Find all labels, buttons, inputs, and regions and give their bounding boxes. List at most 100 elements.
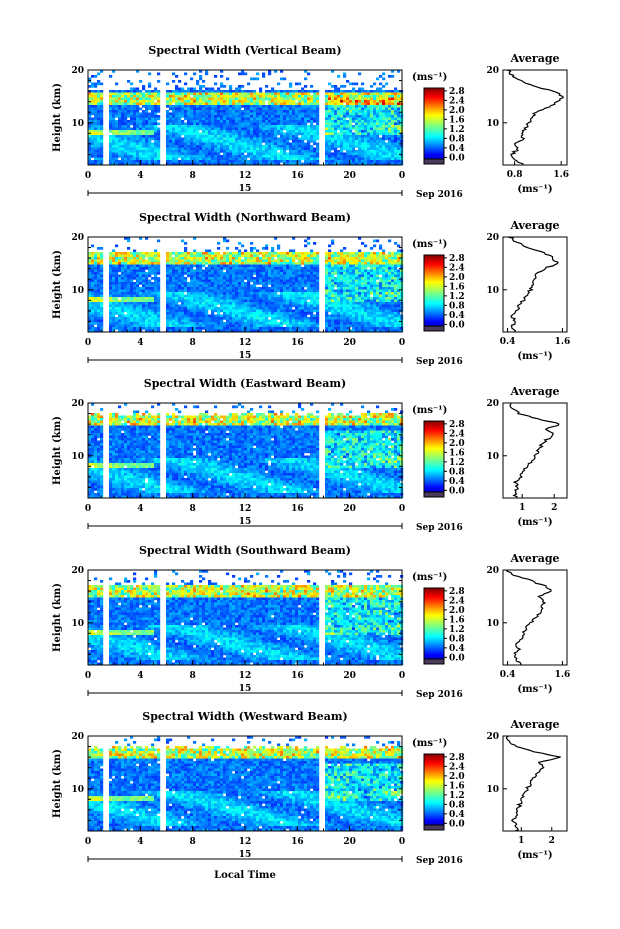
heatmap-cell [121, 259, 125, 263]
heatmap-cell [379, 105, 383, 108]
heatmap-cell [157, 137, 161, 141]
heatmap-cell [205, 157, 209, 161]
heatmap-cell [229, 262, 233, 265]
heatmap-cell [262, 324, 266, 328]
heatmap-cell [133, 329, 137, 333]
heatmap-cell [343, 72, 347, 76]
heatmap-cell [100, 150, 104, 153]
heatmap-cell [325, 157, 329, 161]
heatmap-cell [88, 102, 92, 106]
heatmap-cell [154, 262, 158, 265]
heatmap-cell [367, 137, 371, 141]
heatmap-cell [250, 314, 254, 318]
heatmap-cell [262, 150, 266, 153]
heatmap-cell [259, 115, 263, 118]
heatmap-cell [130, 160, 134, 163]
heatmap-cell [217, 132, 221, 136]
heatmap-cell [289, 150, 293, 153]
heatmap-cell [304, 142, 308, 146]
heatmap-cell [343, 112, 347, 116]
heatmap-cell [385, 147, 389, 151]
heatmap-cell [304, 147, 308, 151]
heatmap-cell [244, 257, 248, 260]
heatmap-cell [136, 95, 140, 98]
heatmap-cell [313, 110, 317, 113]
heatmap-cell [124, 107, 128, 111]
heatmap-cell [142, 262, 146, 265]
heatmap-cell [379, 92, 383, 96]
heatmap-cell [310, 147, 314, 151]
heatmap-cell [190, 267, 194, 270]
heatmap-cell [133, 140, 137, 143]
heatmap-cell [268, 267, 272, 270]
heatmap-cell [205, 90, 209, 93]
heatmap-cell [214, 135, 218, 138]
heatmap-cell [334, 142, 338, 146]
heatmap-cell [154, 115, 158, 118]
heatmap-cell [88, 115, 92, 118]
heatmap-cell [184, 287, 188, 290]
heatmap-cell [148, 287, 152, 290]
heatmap-cell [196, 329, 200, 333]
heatmap-cell [385, 157, 389, 161]
heatmap-cell [268, 160, 272, 163]
heatmap-cell [157, 132, 161, 136]
heatmap-cell [394, 130, 398, 133]
heatmap-cell [244, 132, 248, 136]
heatmap-cell [100, 112, 104, 116]
heatmap-cell [238, 254, 242, 258]
heatmap-cell [229, 327, 233, 330]
heatmap-cell [142, 162, 146, 166]
heatmap-cell [124, 327, 128, 330]
heatmap-cell [142, 140, 146, 143]
heatmap-cell [205, 327, 209, 330]
heatmap-cell [133, 150, 137, 153]
heatmap-cell [334, 160, 338, 163]
heatmap-cell [166, 302, 170, 305]
heatmap-cell [133, 269, 137, 273]
heatmap-cell [133, 319, 137, 323]
heatmap-cell [367, 112, 371, 116]
heatmap-cell [151, 262, 155, 265]
heatmap-cell [109, 319, 113, 323]
heatmap-cell [304, 107, 308, 111]
heatmap-cell [229, 287, 233, 290]
heatmap-cell [187, 150, 191, 153]
heatmap-cell [238, 145, 242, 148]
heatmap-cell [199, 95, 203, 98]
heatmap-cell [256, 294, 260, 298]
heatmap-cell [175, 279, 179, 283]
heatmap-cell [313, 97, 317, 101]
heatmap-cell [109, 264, 113, 268]
heatmap-cell [358, 145, 362, 148]
heatmap-cell [214, 155, 218, 158]
heatmap-cell [361, 97, 365, 101]
heatmap-cell [262, 107, 266, 111]
heatmap-cell [175, 269, 179, 273]
heatmap-cell [91, 97, 95, 101]
heatmap-cell [262, 122, 266, 126]
heatmap-cell [385, 95, 389, 98]
heatmap-cell [268, 127, 272, 131]
heatmap-cell [133, 249, 137, 253]
heatmap-cell [211, 297, 215, 300]
heatmap-cell [169, 135, 173, 138]
heatmap-cell [265, 157, 269, 161]
heatmap-cell [391, 130, 395, 133]
heatmap-cell [127, 110, 131, 113]
heatmap-cell [178, 105, 182, 108]
heatmap-cell [337, 122, 341, 126]
heatmap-cell [142, 267, 146, 270]
heatmap-cell [184, 102, 188, 106]
heatmap-cell [391, 147, 395, 151]
heatmap-cell [349, 162, 353, 166]
heatmap-cell [172, 259, 176, 263]
heatmap-cell [187, 289, 191, 293]
heatmap-cell [226, 282, 230, 285]
heatmap-cell [97, 312, 101, 315]
heatmap-cell [298, 120, 302, 123]
heatmap-cell [247, 150, 251, 153]
heatmap-cell [235, 137, 239, 141]
heatmap-cell [112, 272, 116, 275]
heatmap-cell [145, 277, 149, 280]
